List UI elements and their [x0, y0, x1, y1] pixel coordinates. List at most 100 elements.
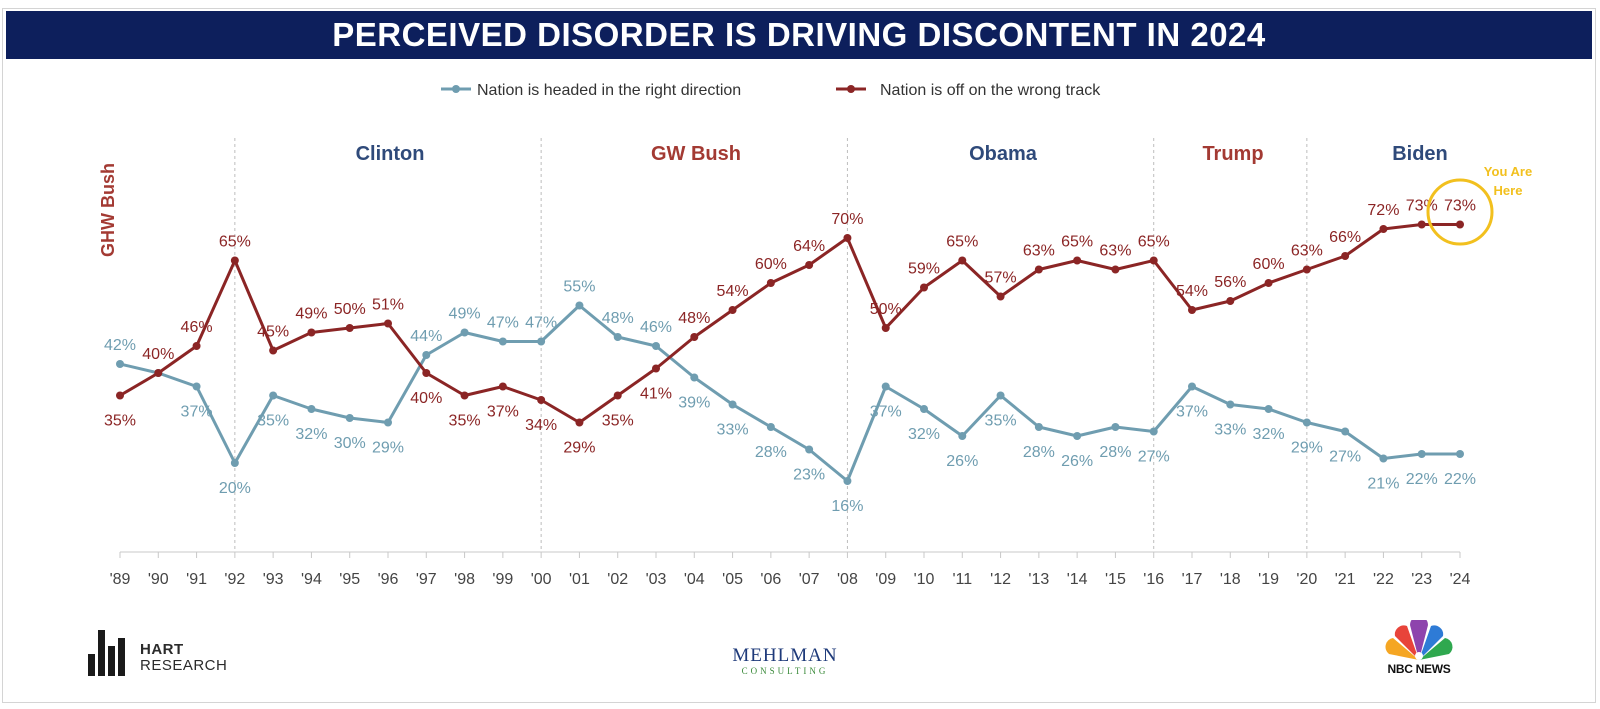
right-point: [1111, 423, 1120, 431]
right-point: [652, 342, 660, 350]
right-data-label: 29%: [1291, 440, 1323, 457]
wrong-point: [537, 396, 546, 404]
wrong-data-label: 48%: [678, 310, 710, 327]
x-tick-label: '21: [1335, 571, 1356, 588]
wrong-data-label: 73%: [1444, 198, 1476, 215]
wrong-point: [269, 346, 278, 355]
wrong-data-label: 51%: [372, 297, 404, 314]
right-data-label: 48%: [602, 310, 634, 327]
you-are-here-circle: [1426, 178, 1494, 246]
right-data-label: 39%: [678, 395, 710, 412]
right-point: [1226, 400, 1235, 409]
right-point: [1188, 382, 1196, 391]
right-data-label: 27%: [1138, 449, 1170, 466]
right-point: [728, 400, 737, 409]
wrong-data-label: 40%: [142, 346, 174, 363]
wrong-point: [116, 391, 124, 400]
x-tick-label: '03: [646, 571, 667, 588]
x-tick-label: '05: [722, 571, 743, 588]
hart-research-logo: HART RESEARCH: [88, 630, 248, 680]
x-tick-label: '20: [1296, 571, 1317, 588]
right-data-label: 46%: [640, 319, 672, 336]
wrong-data-label: 63%: [1099, 243, 1131, 260]
era-label: Biden: [1392, 143, 1448, 165]
right-point: [1379, 454, 1388, 463]
wrong-point: [1149, 256, 1158, 265]
x-tick-label: '90: [148, 571, 169, 588]
wrong-data-label: 65%: [946, 234, 978, 251]
legend-wrong-marker: [847, 85, 855, 93]
x-tick-label: '18: [1220, 571, 1241, 588]
wrong-data-label: 50%: [870, 301, 902, 318]
right-data-label: 27%: [1329, 449, 1361, 466]
right-point: [958, 432, 967, 440]
x-tick-label: '04: [684, 571, 705, 588]
you-are-here-line2: Here: [1494, 183, 1523, 198]
right-point: [881, 382, 890, 391]
x-tick-label: '15: [1105, 571, 1126, 588]
x-tick-label: '89: [110, 571, 131, 588]
x-tick-label: '07: [799, 571, 820, 588]
era-label: GHW Bush: [98, 163, 118, 257]
wrong-point: [498, 382, 507, 391]
right-point: [460, 328, 469, 337]
x-tick-label: '94: [301, 571, 322, 588]
wrong-point: [1302, 265, 1311, 274]
right-data-label: 35%: [257, 413, 289, 430]
wrong-point: [728, 306, 737, 314]
wrong-data-label: 46%: [181, 319, 213, 336]
right-data-label: 22%: [1406, 471, 1438, 488]
x-tick-label: '10: [914, 571, 935, 588]
wrong-data-label: 63%: [1023, 243, 1055, 260]
wrong-data-label: 50%: [334, 301, 366, 318]
right-data-label: 55%: [563, 279, 595, 296]
right-point: [498, 337, 507, 346]
right-point: [1341, 427, 1350, 436]
right-data-label: 37%: [181, 404, 213, 421]
wrong-data-label: 54%: [1176, 283, 1208, 300]
right-point: [537, 337, 546, 346]
chart-title: PERCEIVED DISORDER IS DRIVING DISCONTENT…: [6, 11, 1592, 59]
x-tick-label: '99: [492, 571, 513, 588]
wrong-point: [422, 369, 431, 377]
era-label: GW Bush: [651, 143, 741, 165]
x-tick-label: '02: [607, 571, 628, 588]
wrong-point: [1379, 225, 1388, 233]
wrong-point: [575, 418, 584, 427]
wrong-point: [652, 364, 660, 373]
wrong-point: [154, 369, 163, 377]
wrong-point: [460, 391, 469, 400]
right-point: [1417, 450, 1426, 458]
wrong-data-label: 64%: [793, 238, 825, 255]
right-point: [1302, 418, 1311, 427]
right-data-label: 29%: [372, 440, 404, 457]
right-data-label: 44%: [410, 328, 442, 345]
wrong-data-label: 65%: [219, 234, 251, 251]
wrong-point: [1034, 265, 1043, 274]
right-data-label: 47%: [525, 315, 557, 332]
right-data-label: 28%: [755, 444, 787, 461]
you-are-here-line1: You Are: [1484, 164, 1532, 179]
x-tick-label: '13: [1028, 571, 1049, 588]
wrong-data-label: 45%: [257, 324, 289, 341]
wrong-data-label: 37%: [487, 404, 519, 421]
right-point: [996, 391, 1005, 400]
right-data-label: 33%: [717, 422, 749, 439]
wrong-data-label: 35%: [602, 413, 634, 430]
era-label: Trump: [1202, 143, 1263, 165]
wrong-data-label: 35%: [104, 413, 136, 430]
x-tick-label: '01: [569, 571, 590, 588]
right-point: [422, 351, 431, 359]
wrong-data-label: 34%: [525, 417, 557, 434]
wrong-data-label: 60%: [1253, 256, 1285, 273]
era-label: Obama: [969, 143, 1038, 165]
legend-right-marker: [452, 85, 460, 93]
right-point: [307, 405, 316, 413]
wrong-data-label: 40%: [410, 390, 442, 407]
x-tick-label: '19: [1258, 571, 1279, 588]
wrong-data-label: 70%: [831, 211, 863, 228]
wrong-data-label: 56%: [1214, 274, 1246, 291]
wrong-point: [690, 333, 699, 341]
wrong-point: [843, 234, 852, 242]
